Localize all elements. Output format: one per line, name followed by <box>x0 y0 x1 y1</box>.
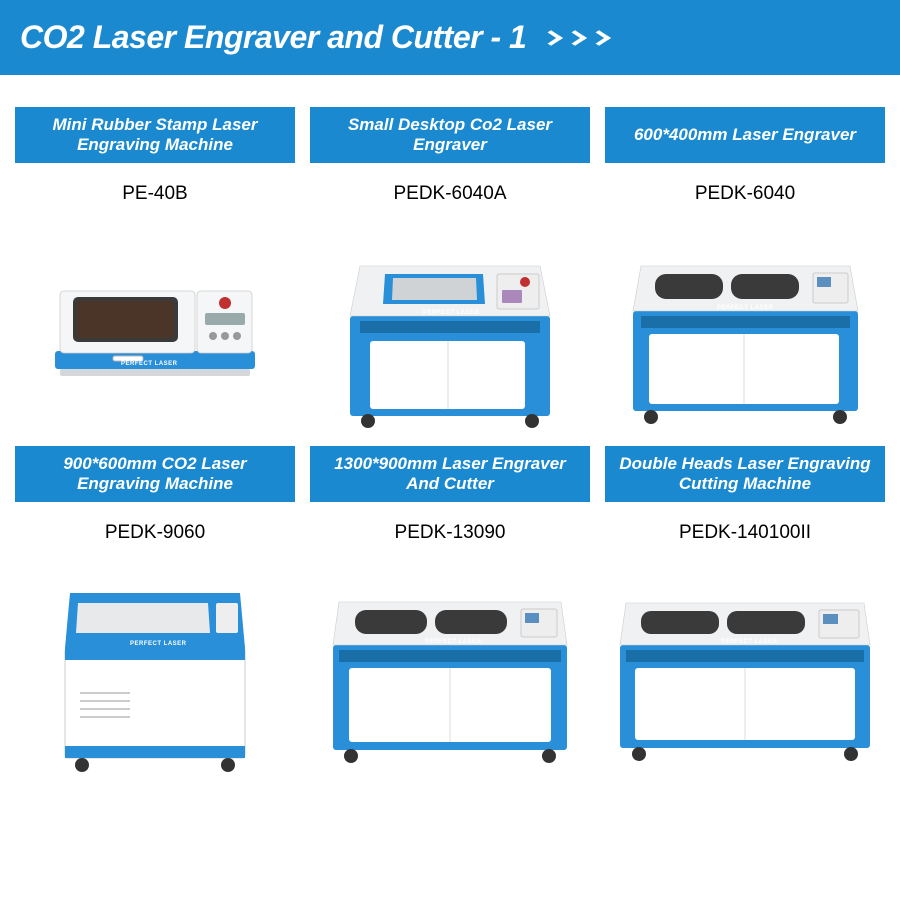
product-image: PERFECT LASER <box>605 560 885 780</box>
brand-label: PERFECT LASER <box>423 310 480 316</box>
brand-label: PERFECT LASER <box>721 639 778 645</box>
chevron-icons <box>544 31 606 45</box>
product-title-bar: Double Heads Laser Engraving Cutting Mac… <box>605 446 885 502</box>
product-model: PEDK-9060 <box>105 522 205 544</box>
product-card[interactable]: 1300*900mm Laser Engraver And Cutter PED… <box>310 446 590 785</box>
product-title: Mini Rubber Stamp Laser Engraving Machin… <box>23 115 287 154</box>
product-model: PE-40B <box>122 183 187 205</box>
product-title: Small Desktop Co2 Laser Engraver <box>318 115 582 154</box>
product-grid: Mini Rubber Stamp Laser Engraving Machin… <box>0 75 900 795</box>
product-card[interactable]: 900*600mm CO2 Laser Engraving Machine PE… <box>15 446 295 785</box>
product-title: 600*400mm Laser Engraver <box>634 125 856 145</box>
category-banner: CO2 Laser Engraver and Cutter - 1 <box>0 0 900 75</box>
product-model: PEDK-6040A <box>393 183 506 205</box>
brand-label: PERFECT LASER <box>425 639 482 645</box>
product-title-bar: Mini Rubber Stamp Laser Engraving Machin… <box>15 107 295 163</box>
product-title-bar: Small Desktop Co2 Laser Engraver <box>310 107 590 163</box>
product-title: Double Heads Laser Engraving Cutting Mac… <box>613 454 877 493</box>
product-image: PERFECT LASER <box>310 560 590 780</box>
product-title: 1300*900mm Laser Engraver And Cutter <box>318 454 582 493</box>
product-title-bar: 600*400mm Laser Engraver <box>605 107 885 163</box>
product-title: 900*600mm CO2 Laser Engraving Machine <box>23 454 287 493</box>
banner-title: CO2 Laser Engraver and Cutter - 1 <box>20 19 526 56</box>
product-card[interactable]: 600*400mm Laser Engraver PEDK-6040 <box>605 107 885 446</box>
product-card[interactable]: Small Desktop Co2 Laser Engraver PEDK-60… <box>310 107 590 446</box>
brand-label: PERFECT LASER <box>130 641 187 647</box>
brand-label: PERFECT LASER <box>121 361 178 367</box>
product-image: PERFECT LASER <box>310 221 590 441</box>
product-image: PERFECT LASER <box>15 221 295 441</box>
brand-label: PERFECT LASER <box>717 305 774 311</box>
product-model: PEDK-6040 <box>695 183 795 205</box>
product-title-bar: 900*600mm CO2 Laser Engraving Machine <box>15 446 295 502</box>
product-image: PERFECT LASER <box>605 221 885 441</box>
product-model: PEDK-140100II <box>679 522 811 544</box>
chevron-right-icon <box>587 30 611 46</box>
product-title-bar: 1300*900mm Laser Engraver And Cutter <box>310 446 590 502</box>
chevron-right-icon <box>539 30 563 46</box>
product-card[interactable]: Mini Rubber Stamp Laser Engraving Machin… <box>15 107 295 446</box>
product-model: PEDK-13090 <box>395 522 506 544</box>
product-image: PERFECT LASER <box>15 560 295 780</box>
product-card[interactable]: Double Heads Laser Engraving Cutting Mac… <box>605 446 885 785</box>
chevron-right-icon <box>563 30 587 46</box>
